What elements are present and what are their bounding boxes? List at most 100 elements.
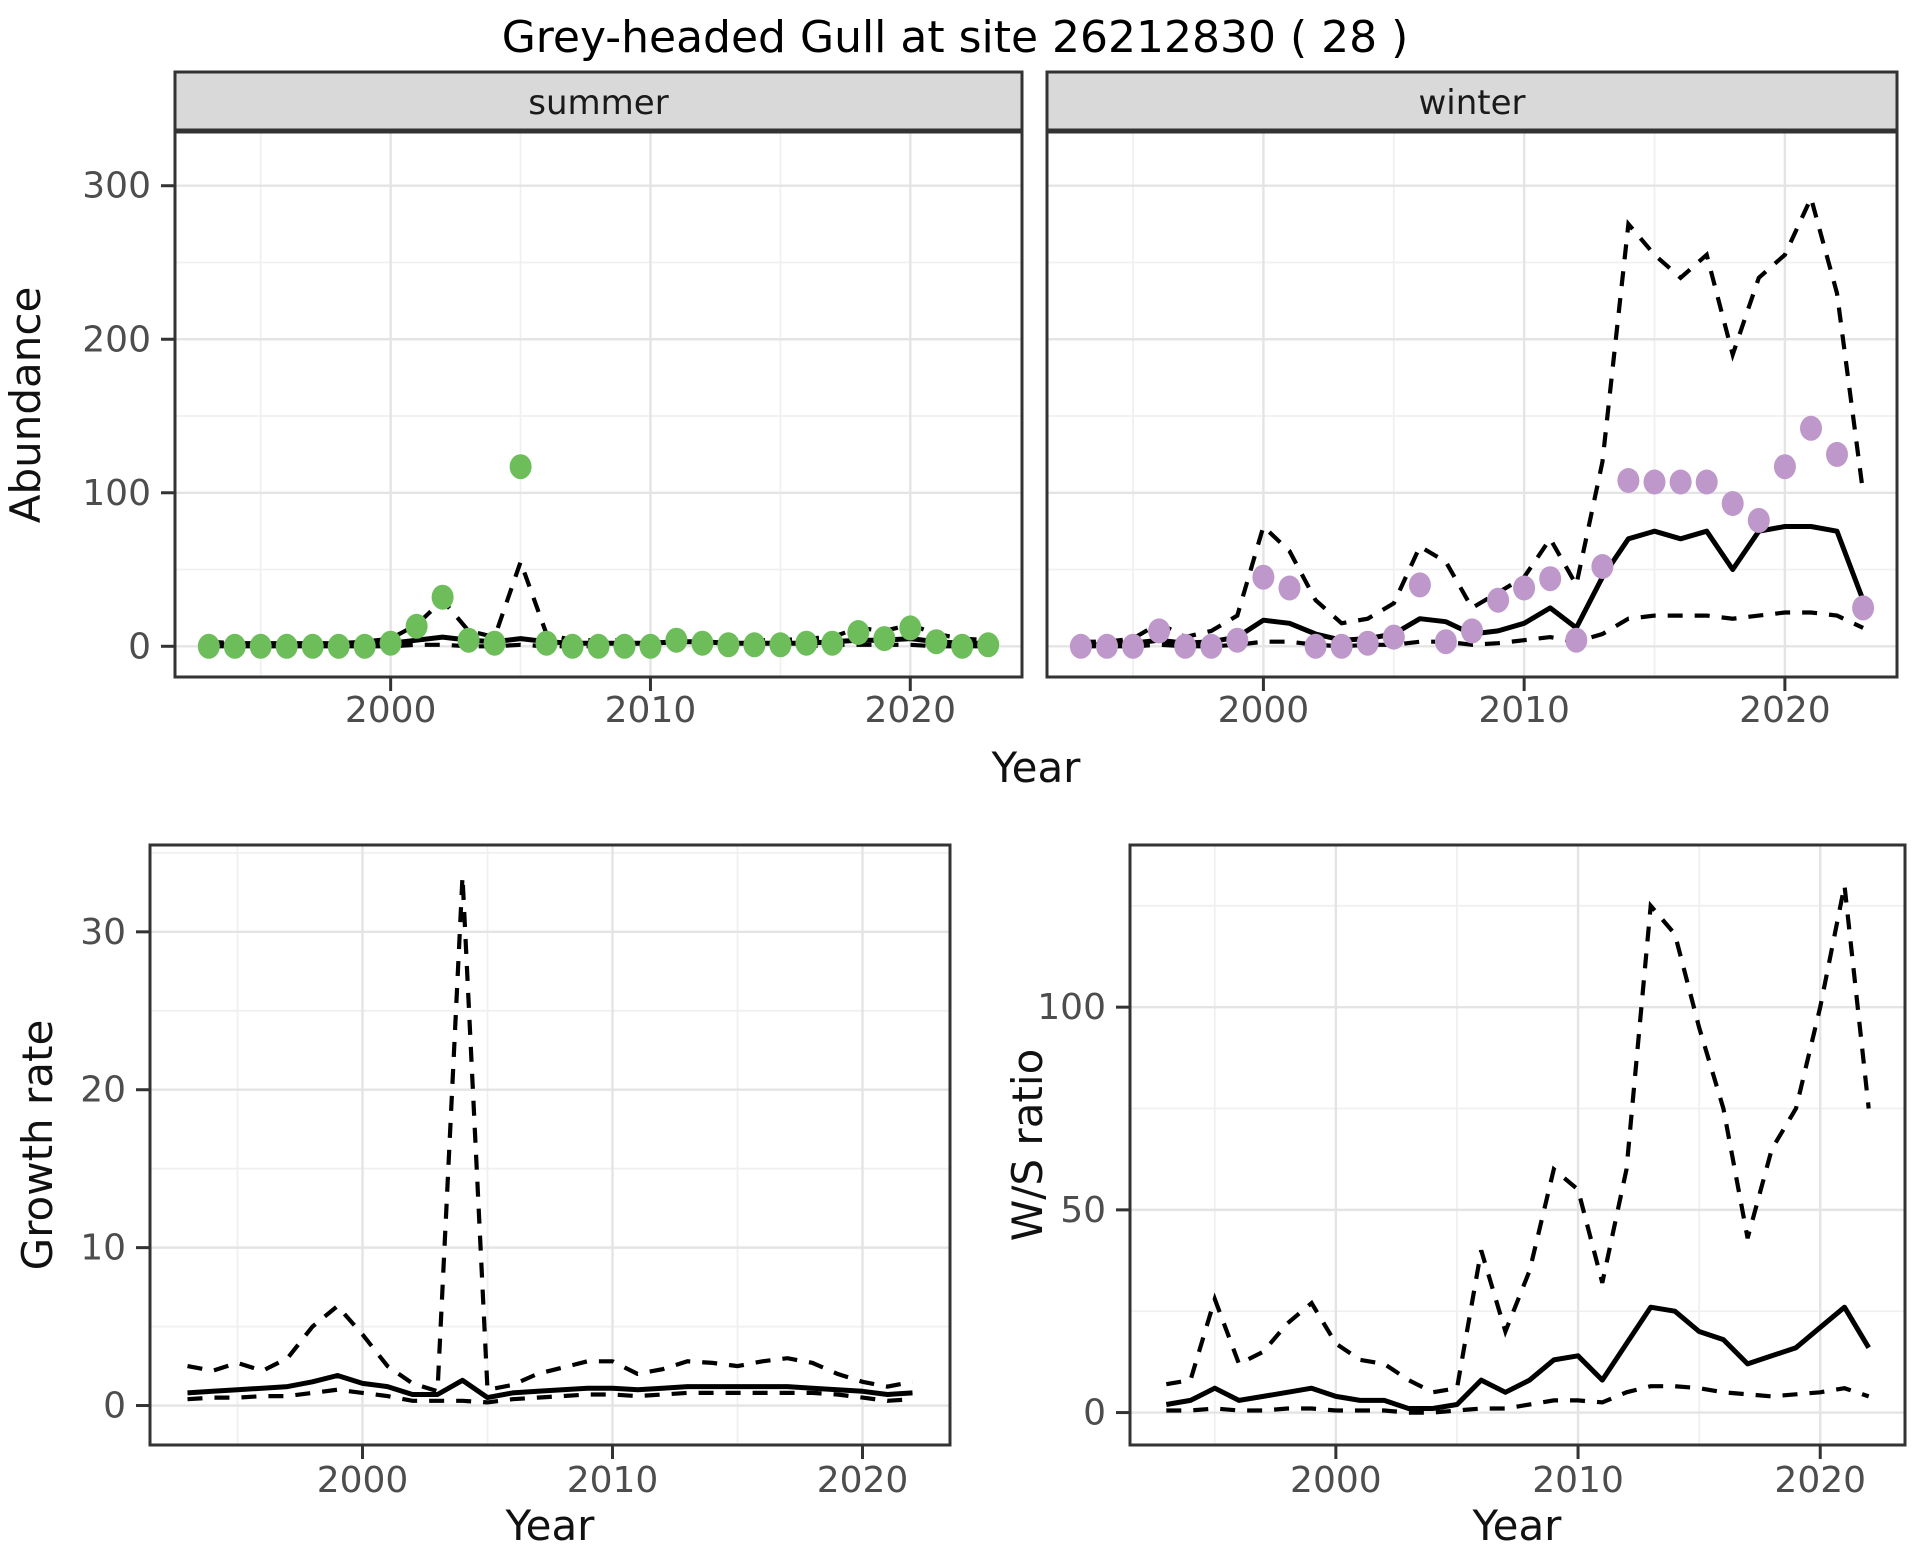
data-point [431,584,454,610]
data-point [977,632,1000,658]
ci-upper-line [187,876,913,1395]
facet-strip-label: winter [1418,83,1525,123]
facet-strip-label: summer [528,83,668,123]
data-point [639,633,662,659]
panel-border [173,130,1024,679]
panel-border [1128,843,1907,1447]
data-point [353,633,376,659]
series-group [1069,191,1875,659]
series-group [197,454,1000,659]
axis-label-x: Year [505,1501,596,1550]
facet-strip [1045,70,1899,132]
data-point [1200,633,1223,659]
data-point [1304,633,1327,659]
y-tick-label: 300 [82,166,151,207]
data-point [1826,441,1848,467]
panel-background [1047,132,1897,677]
y-tick-label: 100 [1037,987,1106,1028]
facet-strip [173,70,1024,132]
y-tick-label: 10 [80,1228,126,1269]
data-point [1278,575,1301,601]
axis-label-x: Year [991,743,1082,792]
fit-line [1165,1304,1871,1411]
data-point [1461,618,1483,644]
data-point [1852,595,1875,621]
panel-ws_ratio: 2000 2010 2020 0 50 100 W/S ratio Year [1003,843,1907,1550]
data-point [665,627,688,653]
data-point [535,630,558,656]
panel-growth_rate: 2000 2010 2020 0 10 20 30 Growth rate Year [13,843,952,1550]
x-tick-label: 2000 [317,1460,409,1501]
axis-label-y: Abundance [1,287,50,524]
axis-label-y: W/S ratio [1003,1049,1052,1242]
data-point [509,454,532,480]
data-point [1539,566,1562,592]
y-tick-label: 200 [82,319,151,360]
panel-background [150,845,950,1445]
data-point [795,630,818,656]
y-tick-label: 20 [80,1070,126,1111]
data-point [873,626,896,652]
y-tick-label: 30 [80,912,126,953]
x-tick-label: 2010 [1478,690,1570,731]
data-point [561,633,584,659]
data-point [1096,633,1118,659]
panel-border [1045,130,1899,679]
data-point [405,613,428,639]
y-tick-label: 0 [1083,1393,1106,1434]
chart-title: Grey-headed Gull at site 26212830 ( 28 ) [502,12,1409,63]
data-point [1174,633,1197,659]
panel-background [175,132,1022,677]
axis-label-y: Growth rate [13,1020,62,1271]
data-point [1669,469,1692,495]
data-point [925,629,948,655]
x-tick-label: 2010 [605,690,697,731]
ci-lower-line [187,1387,913,1405]
data-point [1513,575,1536,601]
data-point [301,633,324,659]
data-point [197,633,220,659]
data-point [691,630,714,656]
data-point [483,630,506,656]
panel-background [1130,845,1905,1445]
data-point [613,633,636,659]
data-point [1252,564,1275,590]
data-point [1356,630,1379,656]
x-tick-label: 2020 [817,1460,909,1501]
y-tick-label: 0 [128,626,151,667]
data-point [1330,633,1353,659]
data-point [327,633,350,659]
data-point [1069,633,1092,659]
data-point [1800,415,1822,441]
data-point [1721,491,1744,516]
data-point [379,630,402,656]
data-point [223,633,246,659]
data-point [1643,469,1666,495]
data-point [1695,469,1718,495]
ci-lower-line [1080,610,1864,649]
x-tick-label: 2020 [1739,690,1831,731]
data-point [1773,454,1796,480]
data-point [1226,627,1249,653]
panel-abundance_summer: summer 2000 2010 2020 0 100 200 300 Abundance Yea… [1,70,1082,792]
series-group [1165,885,1871,1415]
data-point [587,633,610,659]
data-point [717,632,740,658]
data-point [847,620,870,645]
x-tick-label: 2010 [567,1460,659,1501]
data-point [1591,554,1614,579]
x-tick-label: 2010 [1532,1460,1624,1501]
ci-upper-line [1165,885,1871,1395]
y-tick-label: 100 [82,473,151,514]
x-tick-label: 2020 [864,690,956,731]
x-tick-label: 2020 [1774,1460,1866,1501]
axis-label-x: Year [1472,1501,1563,1550]
x-tick-label: 2000 [1218,690,1310,731]
data-point [249,633,272,659]
panel-abundance_winter: winter 2000 2010 2020 [1045,70,1899,731]
panel-border [148,843,952,1447]
data-point [1382,624,1405,650]
